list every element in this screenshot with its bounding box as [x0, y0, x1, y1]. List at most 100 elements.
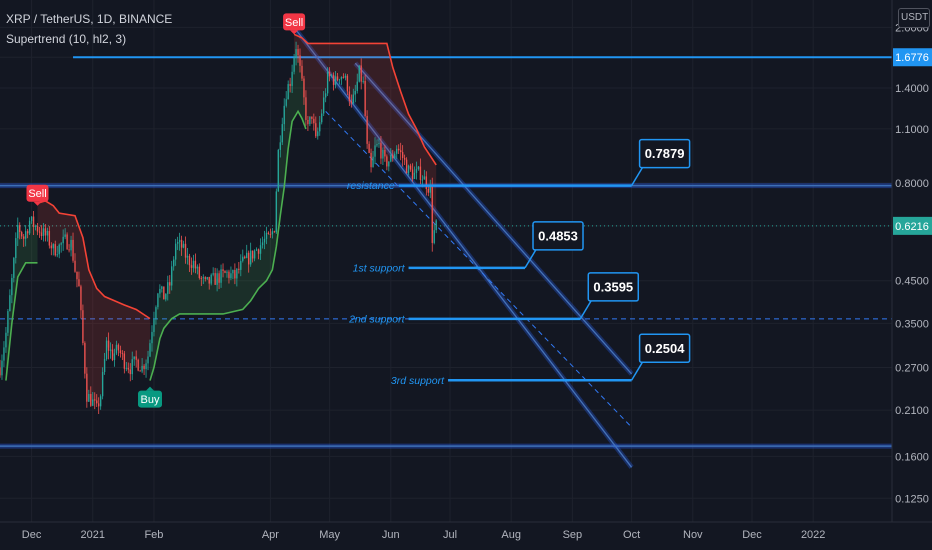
candle [22, 236, 25, 239]
candle [352, 94, 354, 104]
candle [198, 266, 201, 279]
candle [251, 250, 254, 259]
candle [394, 153, 396, 159]
candle [311, 116, 313, 119]
candle [413, 172, 416, 179]
candle [159, 288, 161, 294]
candle [317, 131, 319, 137]
supertrend-fill [5, 218, 38, 381]
candle [135, 356, 137, 360]
candle [46, 231, 49, 236]
candle [190, 265, 193, 268]
candle [249, 250, 252, 265]
candle [346, 75, 349, 92]
supertrend-line [293, 33, 437, 166]
candle [62, 236, 64, 244]
candle [68, 249, 70, 251]
price-tick: 0.2700 [895, 362, 929, 374]
candle [253, 250, 256, 259]
candle [36, 226, 39, 232]
candle [119, 350, 122, 354]
candle [303, 78, 305, 98]
price-tick: 0.1600 [895, 451, 929, 463]
signal-label [138, 390, 163, 408]
candle [13, 257, 15, 278]
candle [184, 243, 187, 258]
candle [143, 365, 145, 370]
candle [129, 369, 131, 375]
callout-box [638, 138, 691, 169]
level-name: 1st support [353, 262, 406, 274]
price-tick: 0.8000 [895, 178, 929, 190]
price-tick: 0.6216 [895, 221, 929, 233]
candle [74, 260, 76, 272]
candle [147, 356, 149, 364]
candle [145, 363, 147, 370]
candle [419, 166, 422, 180]
candle [248, 252, 250, 265]
trend-line [354, 62, 633, 375]
candle [76, 271, 78, 280]
candle [323, 97, 325, 114]
candle [200, 278, 203, 279]
candle [52, 244, 54, 249]
candle [315, 123, 317, 137]
candle [97, 403, 100, 407]
candle [94, 399, 96, 401]
trend-line [293, 26, 633, 468]
candle [362, 80, 364, 82]
candles [0, 41, 437, 415]
candle [222, 269, 224, 271]
price-tick: 0.4500 [895, 276, 929, 288]
candle [226, 271, 228, 273]
candle [7, 311, 9, 333]
candle [332, 75, 335, 86]
candle [58, 244, 60, 255]
candle [149, 343, 151, 357]
candle [178, 239, 181, 243]
candle [259, 245, 262, 254]
candle [186, 255, 189, 258]
callout-value: 0.7879 [645, 146, 685, 161]
candle [401, 152, 404, 159]
candle [133, 356, 135, 360]
callout-pointer [524, 247, 538, 269]
candle [392, 155, 394, 159]
candle [224, 270, 226, 273]
candle [411, 169, 414, 179]
candle [44, 228, 47, 236]
candle [42, 228, 45, 237]
candle [86, 373, 88, 402]
candle [356, 81, 358, 92]
candle [384, 149, 386, 157]
time-tick: Feb [144, 529, 163, 541]
candle [330, 75, 333, 76]
indicator-label[interactable]: Supertrend (10, hl2, 3) [6, 32, 127, 46]
candle [174, 243, 177, 260]
candle [82, 310, 84, 344]
supertrend-line [149, 109, 307, 381]
candle [105, 340, 108, 360]
candle [28, 220, 31, 234]
candle [427, 189, 429, 193]
candle [26, 231, 29, 234]
time-tick: 2022 [801, 529, 825, 541]
candle [216, 273, 218, 285]
candle [309, 116, 311, 125]
candle [109, 349, 112, 351]
price-tick: 0.1250 [895, 493, 929, 505]
candle [269, 234, 272, 235]
candle [429, 185, 431, 193]
candle [172, 259, 175, 267]
candle [425, 176, 428, 190]
time-tick: Dec [742, 529, 762, 541]
symbol-title[interactable]: XRP / TetherUS, 1D, BINANCE [6, 12, 173, 26]
candle [176, 242, 179, 244]
candle [103, 359, 106, 373]
callout-box [638, 333, 691, 364]
currency-unit[interactable]: USDT [898, 8, 930, 28]
candle [299, 55, 301, 66]
candle [321, 113, 323, 123]
